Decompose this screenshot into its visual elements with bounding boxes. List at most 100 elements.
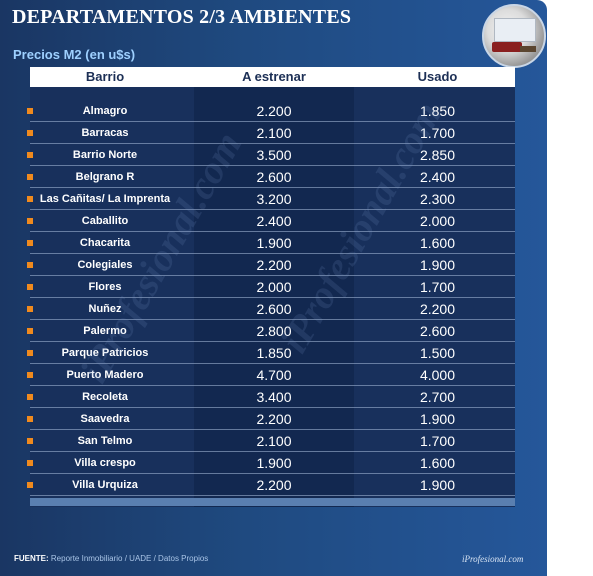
usado-cell: 2.300 — [419, 191, 456, 207]
row-divider — [30, 451, 515, 452]
table-row: Barracas 2.100 1.700 — [30, 122, 515, 144]
barrio-cell: San Telmo — [77, 435, 133, 447]
barrio-cell: Caballito — [81, 215, 129, 227]
usado-cell: 2.600 — [419, 323, 456, 339]
table-row: Almagro 2.200 1.850 — [30, 100, 515, 122]
table-header: Barrio A estrenar Usado — [30, 67, 515, 87]
bullet-icon — [27, 130, 33, 136]
usado-cell: 1.600 — [419, 455, 456, 471]
barrio-cell: Belgrano R — [75, 171, 135, 183]
row-divider — [30, 297, 515, 298]
row-divider — [30, 341, 515, 342]
table-row: Parque Patricios 1.850 1.500 — [30, 342, 515, 364]
source-label: FUENTE: — [14, 554, 49, 563]
row-divider — [30, 121, 515, 122]
usado-cell: 1.900 — [419, 411, 456, 427]
barrio-cell: Las Cañitas/ La Imprenta — [39, 193, 171, 205]
photo-table — [520, 46, 536, 52]
a-estrenar-cell: 2.200 — [256, 103, 292, 119]
bullet-icon — [27, 174, 33, 180]
a-estrenar-cell: 1.900 — [256, 235, 292, 251]
table-row: Las Cañitas/ La Imprenta 3.200 2.300 — [30, 188, 515, 210]
row-divider — [30, 319, 515, 320]
bullet-icon — [27, 306, 33, 312]
a-estrenar-cell: 2.600 — [256, 301, 292, 317]
row-divider — [30, 363, 515, 364]
barrio-cell: Barracas — [81, 127, 129, 139]
row-divider — [30, 407, 515, 408]
table-row: Colegiales 2.200 1.900 — [30, 254, 515, 276]
usado-cell: 2.200 — [419, 301, 456, 317]
table-row: Recoleta 3.400 2.700 — [30, 386, 515, 408]
usado-cell: 4.000 — [419, 367, 456, 383]
bullet-icon — [27, 416, 33, 422]
bullet-icon — [27, 482, 33, 488]
page-title: DEPARTAMENTOS 2/3 AMBIENTES — [12, 6, 352, 28]
a-estrenar-cell: 2.400 — [256, 213, 292, 229]
usado-cell: 1.700 — [419, 279, 456, 295]
row-divider — [30, 495, 515, 496]
usado-cell: 1.900 — [419, 477, 456, 493]
a-estrenar-cell: 3.400 — [256, 389, 292, 405]
bullet-icon — [27, 460, 33, 466]
brand-logo-text: iProfesional.com — [462, 554, 524, 564]
usado-cell: 1.700 — [419, 125, 456, 141]
table-row: Saavedra 2.200 1.900 — [30, 408, 515, 430]
header-usado: Usado — [417, 69, 458, 84]
bullet-icon — [27, 372, 33, 378]
usado-cell: 2.000 — [419, 213, 456, 229]
barrio-cell: Almagro — [82, 105, 128, 117]
bullet-icon — [27, 240, 33, 246]
row-divider — [30, 473, 515, 474]
photo-sofa — [492, 42, 522, 52]
photo-window — [494, 18, 536, 42]
apartment-photo — [482, 4, 546, 68]
table-row: San Telmo 2.100 1.700 — [30, 430, 515, 452]
a-estrenar-cell: 2.100 — [256, 125, 292, 141]
usado-cell: 2.700 — [419, 389, 456, 405]
table-row: Flores 2.000 1.700 — [30, 276, 515, 298]
a-estrenar-cell: 2.200 — [256, 257, 292, 273]
price-table: Barrio A estrenar Usado Almagro 2.200 1.85… — [30, 67, 515, 507]
table-row: Puerto Madero 4.700 4.000 — [30, 364, 515, 386]
barrio-cell: Palermo — [83, 325, 127, 337]
header-barrio: Barrio — [85, 69, 125, 84]
table-row: Villa crespo 1.900 1.600 — [30, 452, 515, 474]
row-divider — [30, 165, 515, 166]
a-estrenar-cell: 1.900 — [256, 455, 292, 471]
a-estrenar-cell: 2.100 — [256, 433, 292, 449]
table-row: Nuñez 2.600 2.200 — [30, 298, 515, 320]
bullet-icon — [27, 196, 33, 202]
barrio-cell: Puerto Madero — [66, 369, 144, 381]
usado-cell: 1.900 — [419, 257, 456, 273]
table-row: Belgrano R 2.600 2.400 — [30, 166, 515, 188]
bullet-icon — [27, 438, 33, 444]
a-estrenar-cell: 3.500 — [256, 147, 292, 163]
a-estrenar-cell: 2.200 — [256, 477, 292, 493]
a-estrenar-cell: 4.700 — [256, 367, 292, 383]
table-row: Barrio Norte 3.500 2.850 — [30, 144, 515, 166]
a-estrenar-cell: 1.850 — [256, 345, 292, 361]
barrio-cell: Villa Urquiza — [72, 479, 138, 491]
row-divider — [30, 253, 515, 254]
a-estrenar-cell: 2.800 — [256, 323, 292, 339]
subtitle: Precios M2 (en u$s) — [13, 47, 136, 62]
row-divider — [30, 143, 515, 144]
barrio-cell: Saavedra — [80, 413, 130, 425]
bullet-icon — [27, 350, 33, 356]
row-divider — [30, 385, 515, 386]
a-estrenar-cell: 2.600 — [256, 169, 292, 185]
source-text: Reporte Inmobiliario / UADE / Datos Prop… — [50, 554, 209, 563]
barrio-cell: Parque Patricios — [61, 347, 149, 359]
source-note: FUENTE: Reporte Inmobiliario / UADE / Da… — [14, 554, 208, 563]
table-bottom-bar — [30, 498, 515, 506]
table-row: Palermo 2.800 2.600 — [30, 320, 515, 342]
bullet-icon — [27, 108, 33, 114]
usado-cell: 2.850 — [419, 147, 456, 163]
usado-cell: 1.600 — [419, 235, 456, 251]
row-divider — [30, 429, 515, 430]
barrio-cell: Chacarita — [79, 237, 131, 249]
barrio-cell: Villa crespo — [74, 457, 136, 469]
barrio-cell: Nuñez — [88, 303, 122, 315]
column-highlight — [194, 67, 354, 507]
